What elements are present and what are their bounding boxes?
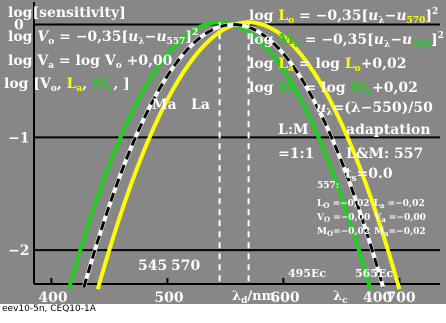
x-tick-label: 700 [386,290,415,306]
y-tick-label: −1 [8,130,29,146]
y-tick-label: 0 [14,18,24,34]
label-545: 545 [138,258,167,274]
lm-value: =1:1 [278,146,314,162]
adaptation-title: adaptation [346,122,431,138]
footer-caption: eev10-5n, CEQ10-1A [2,304,96,314]
x-axis-label-c: λc [333,289,348,306]
curve-l-yellow [95,20,402,290]
header-left-line2: log Vo = −0,35[uλ−u557]2 [8,28,198,47]
x-tick-label: 500 [154,290,183,306]
header-right-line1: log Lo = −0,35[uλ−u570]2 [249,7,438,26]
header-right-line3: log La = log Lo+0,02 [249,56,407,74]
x-tick-label: 600 [270,290,299,306]
header-left-line3: log Va = log Vo +0,00 [8,53,173,71]
curve-m-green [66,20,373,290]
ts-label: ts=0.0 [345,166,393,184]
label-la: La [191,97,210,113]
adaptation-value: L&M: 557 [346,146,423,162]
header-left-line4: log [Vo, La, Ma, ] [4,76,130,94]
curve-v-black-dashed [82,23,385,288]
x-tick-label: 400 [38,290,67,306]
row-m: MO=−0,02 Ma=−0,02 [317,227,426,238]
label-570: 570 [171,258,200,274]
label-ma: Ma [152,97,177,113]
row-v: VO =−0,00 Va =−0,00 [316,213,426,224]
block-title: 557: [317,181,339,191]
header-left-line1: log[sensitivity] [8,5,126,21]
header-right-line2: log Mo = −0,35[uλ−u545]2 [249,31,444,50]
lm-title: L:M [278,122,309,138]
curves [66,20,402,290]
header-right-line4: log Ma = log Mo+0,02 [249,80,418,98]
x-tick-label-extra: 400 [363,290,392,306]
header-right-line5: uλ=(λ−550)/50 [316,100,433,118]
y-tick-label: −2 [8,243,29,259]
x-axis-label-d: λd/nm [232,289,276,306]
label-565ec: 565Ec [355,267,393,280]
label-495ec: 495Ec [288,267,326,280]
row-l: LO =−0,02 La =−0,02 [317,199,425,210]
